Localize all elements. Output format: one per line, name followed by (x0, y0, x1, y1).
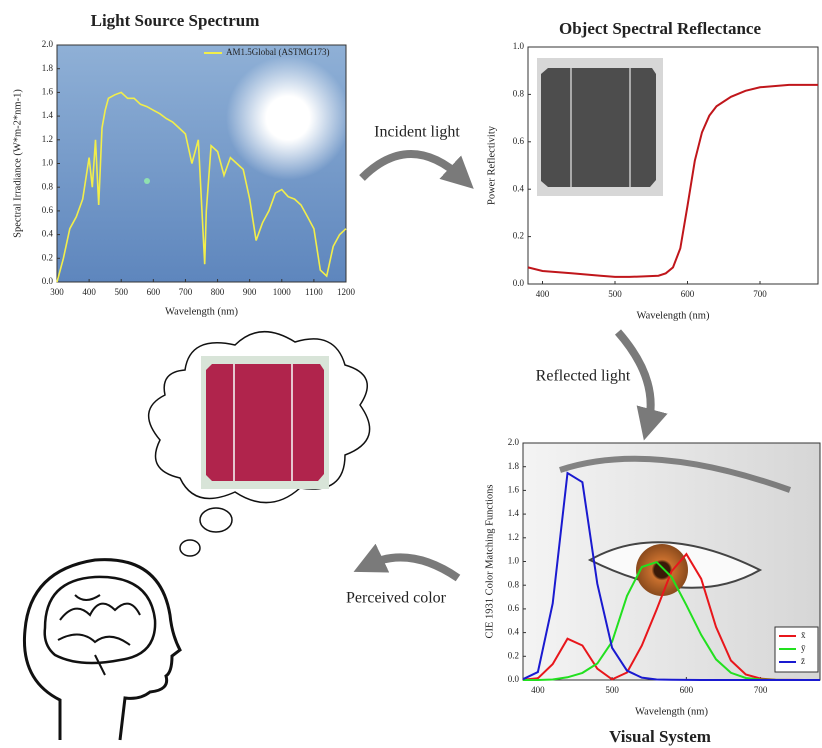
y-tick-label: 0.8 (513, 88, 525, 98)
y-tick-label: 1.2 (42, 134, 53, 144)
iris (636, 544, 688, 596)
x-tick-label: 1000 (273, 287, 292, 297)
y-tick-label: 0.6 (513, 136, 525, 146)
y-tick-label: 1.8 (508, 461, 520, 471)
x-tick-label: 600 (147, 287, 161, 297)
y-tick-label: 1.6 (42, 86, 54, 96)
y-tick-label: 2.0 (42, 39, 54, 49)
x-axis-label: Wavelength (nm) (635, 706, 708, 717)
x-tick-label: 700 (753, 289, 767, 299)
diagram: Incident light Reflected light Perceived… (0, 0, 822, 748)
lens-flare (144, 178, 150, 184)
y-tick-label: 0.6 (42, 205, 54, 215)
x-tick-label: 800 (211, 287, 225, 297)
arrow (368, 557, 458, 578)
y-tick-label: 0.0 (42, 276, 54, 286)
y-tick-label: 0.8 (508, 579, 520, 589)
x-tick-label: 900 (243, 287, 257, 297)
x-tick-label: 500 (608, 289, 622, 299)
y-tick-label: 0.2 (513, 231, 524, 241)
y-axis-label: CIE 1931 Color Matching Functions (484, 485, 495, 639)
y-tick-label: 1.0 (42, 158, 54, 168)
y-tick-label: 0.2 (42, 252, 53, 262)
legend-label: x̄ (801, 630, 806, 640)
chart-title: Light Source Spectrum (91, 11, 260, 30)
y-tick-label: 0.4 (42, 229, 54, 239)
gray-cell (541, 68, 656, 187)
sun (226, 56, 350, 180)
y-tick-label: 0.0 (513, 278, 525, 288)
y-tick-label: 0.8 (42, 181, 54, 191)
x-tick-label: 700 (754, 685, 768, 695)
y-axis-label: Spectral Irradiance (W*m-2*nm-1) (12, 89, 23, 238)
y-tick-label: 0.0 (508, 674, 520, 684)
x-tick-label: 600 (680, 685, 694, 695)
x-tick-label: 1100 (305, 287, 323, 297)
y-tick-label: 0.4 (513, 183, 525, 193)
red-cell (206, 364, 324, 481)
legend-label: z̄ (801, 656, 805, 666)
x-tick-label: 500 (114, 287, 128, 297)
x-axis-label: Wavelength (nm) (165, 306, 238, 317)
y-tick-label: 1.8 (42, 63, 54, 73)
y-tick-label: 0.2 (508, 650, 519, 660)
thought-bubble (180, 540, 200, 556)
annotation: Perceived color (346, 590, 447, 607)
y-axis-label: Power Reflectivity (486, 125, 497, 205)
x-tick-label: 300 (50, 287, 64, 297)
legend-label: AM1.5Global (ASTMG173) (226, 47, 330, 57)
y-tick-label: 0.6 (508, 603, 520, 613)
x-tick-label: 400 (536, 289, 550, 299)
y-tick-label: 1.6 (508, 484, 520, 494)
y-tick-label: 1.0 (513, 41, 525, 51)
x-tick-label: 400 (531, 685, 545, 695)
x-tick-label: 1200 (337, 287, 356, 297)
y-tick-label: 1.4 (42, 110, 54, 120)
brain (45, 577, 155, 663)
x-tick-label: 400 (82, 287, 96, 297)
annotation: Reflected light (536, 368, 631, 385)
x-tick-label: 500 (605, 685, 619, 695)
x-tick-label: 600 (681, 289, 695, 299)
arrow (362, 154, 462, 178)
x-axis-label: Wavelength (nm) (637, 310, 710, 321)
y-tick-label: 1.4 (508, 508, 520, 518)
chart-title: Visual System (609, 727, 711, 746)
legend-label: ȳ (801, 643, 806, 653)
thought-bubble (200, 508, 232, 532)
y-tick-label: 2.0 (508, 437, 520, 447)
y-tick-label: 1.2 (508, 532, 519, 542)
x-tick-label: 700 (179, 287, 193, 297)
y-tick-label: 1.0 (508, 556, 520, 566)
annotation: Incident light (374, 124, 460, 141)
y-tick-label: 0.4 (508, 627, 520, 637)
chart-title: Object Spectral Reflectance (559, 19, 761, 38)
